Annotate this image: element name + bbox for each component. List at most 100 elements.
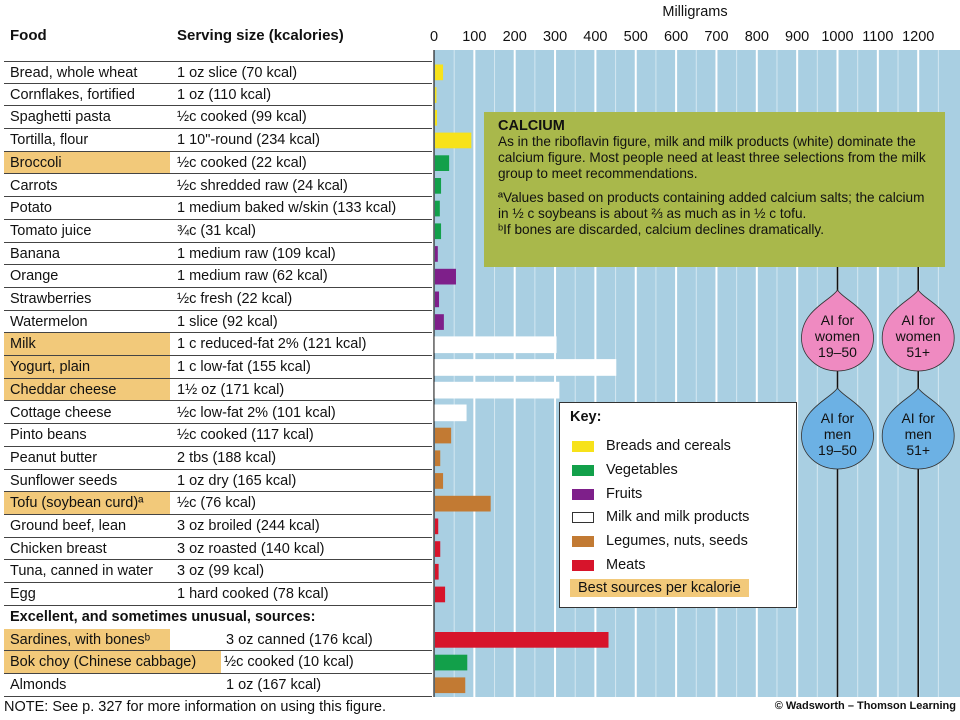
footnote: NOTE: See p. 327 for more information on… (4, 699, 387, 715)
serving-size: ½c cooked (10 kcal) (224, 654, 354, 671)
food-name: Tortilla, flour (10, 132, 89, 149)
bar-peanut-butter (435, 450, 441, 467)
ai-marker-men-1000 (801, 387, 874, 470)
food-name: Tomato juice (10, 222, 92, 239)
x-tick-label: 800 (745, 29, 769, 45)
serving-size: 3 oz broiled (244 kcal) (177, 518, 320, 534)
food-name: Cheddar cheese (4, 378, 170, 401)
food-name: Peanut butter (10, 449, 98, 466)
table-row: Almonds 1 oz (167 kcal) (4, 674, 432, 697)
key-title: Key: (570, 409, 602, 425)
bar-bread-whole-wheat (435, 64, 444, 81)
key-swatch (572, 488, 594, 500)
ai-drop-shape (801, 387, 874, 470)
food-name: Chicken breast (10, 540, 107, 557)
x-tick-label: 900 (785, 29, 809, 45)
food-name: Watermelon (10, 313, 88, 330)
x-tick-label: 200 (503, 29, 527, 45)
x-tick-label: 100 (462, 29, 486, 45)
x-tick-label: 500 (624, 29, 648, 45)
bar-tofu-soybean-curd (435, 495, 491, 512)
ai-marker-line: 19–50 (818, 344, 857, 360)
serving-size: 1 medium raw (62 kcal) (177, 268, 328, 285)
section-title: Excellent, and sometimes unusual, source… (10, 608, 316, 625)
x-tick-label: 300 (543, 29, 567, 45)
bar-chicken-breast (435, 541, 441, 557)
bar-cottage-cheese (434, 404, 467, 422)
food-name: Pinto beans (10, 427, 87, 444)
table-row: Bok choy (Chinese cabbage) ½c cooked (10 … (4, 651, 432, 674)
bar-broccoli (435, 155, 450, 171)
bar-watermelon (435, 314, 444, 330)
serving-size: ½c cooked (117 kcal) (177, 427, 314, 444)
serving-size: ½c cooked (99 kcal) (177, 109, 307, 126)
ai-marker-line: 51+ (906, 442, 931, 458)
table-row: Cornflakes, fortified 1 oz (110 kcal) (4, 84, 432, 107)
bar-sunflower-seeds (435, 473, 444, 489)
x-tick-label: 1000 (821, 29, 853, 45)
ai-marker-line: 51+ (906, 344, 931, 360)
serving-size: 2 tbs (188 kcal) (177, 449, 277, 466)
food-name: Broccoli (4, 151, 170, 174)
food-name: Tuna, canned in water (10, 563, 153, 580)
bar-pinto-beans (435, 427, 452, 444)
ai-marker-label: AI for men 19–50 (802, 410, 874, 458)
x-axis-title: Milligrams (662, 4, 727, 20)
ai-marker-men-1200 (881, 387, 955, 470)
ai-marker-line: 19–50 (818, 442, 857, 458)
x-tick-label: 700 (704, 29, 728, 45)
ai-marker-label: AI for women 19–50 (802, 312, 874, 360)
food-name: Potato (10, 200, 52, 217)
food-name: Sunflower seeds (10, 472, 118, 489)
bar-strawberries (435, 291, 440, 308)
bar-sardines-with-bones (435, 632, 609, 648)
serving-size: 1 medium raw (109 kcal) (177, 245, 336, 262)
serving-size: ½c fresh (22 kcal) (177, 291, 293, 307)
table-row: Yogurt, plain 1 c low-fat (155 kcal) (4, 356, 432, 379)
table-row: Strawberries ½c fresh (22 kcal) (4, 288, 432, 311)
credit-line: © Wadsworth – Thomson Learning (774, 700, 956, 712)
key-swatch (572, 536, 594, 548)
key-label: Fruits (606, 485, 643, 502)
table-row: Egg 1 hard cooked (78 kcal) (4, 583, 432, 606)
food-name: Spaghetti pasta (10, 109, 111, 126)
serving-size: ½c cooked (22 kcal) (177, 154, 307, 171)
bar-potato (435, 200, 440, 217)
bar-egg (435, 586, 446, 603)
table-row: Cheddar cheese 1½ oz (171 kcal) (4, 378, 432, 402)
table-row: Banana 1 medium raw (109 kcal) (4, 243, 432, 266)
bar-cheddar-cheese (434, 381, 560, 399)
food-name: Bread, whole wheat (10, 65, 138, 81)
food-name: Cottage cheese (10, 404, 112, 421)
x-tick-label: 1100 (862, 29, 893, 45)
ai-marker-line: women (895, 328, 941, 344)
bar-tomato-juice (435, 223, 442, 240)
serving-column-header: Serving size (kcalories) (177, 27, 344, 44)
serving-size: 1½ oz (171 kcal) (177, 381, 285, 398)
key-swatch (572, 441, 594, 452)
serving-size: 3 oz roasted (140 kcal) (177, 540, 325, 557)
callout-note-b: ᵇIf bones are discarded, calcium decline… (498, 222, 824, 237)
serving-size: ½c low-fat 2% (101 kcal) (177, 404, 336, 421)
key-label: Legumes, nuts, seeds (606, 533, 748, 550)
key-swatch (572, 560, 594, 571)
table-row: Orange 1 medium raw (62 kcal) (4, 265, 432, 288)
serving-size: 1 slice (92 kcal) (177, 313, 278, 330)
ai-marker-women-1000 (801, 289, 874, 372)
ai-marker-line: women (814, 328, 861, 344)
bar-ground-beef-lean (435, 518, 439, 535)
food-name: Orange (10, 268, 59, 285)
ai-marker-line: AI for (820, 410, 855, 426)
table-row: Tortilla, flour 1 10"-round (234 kcal) (4, 129, 432, 152)
key-swatch (572, 512, 594, 524)
bar-milk (434, 336, 557, 354)
ai-drop-shape (801, 289, 874, 372)
table-row: Sardines, with bonesᵇ 3 oz canned (176 kc… (4, 628, 432, 652)
key-best-sources: Best sources per kcalorie (570, 579, 749, 597)
food-name: Strawberries (10, 291, 92, 307)
bar-spaghetti-pasta (435, 109, 438, 126)
x-tick-label: 0 (430, 29, 438, 45)
key-label: Meats (606, 557, 646, 573)
ai-marker-line: AI for (901, 410, 935, 426)
table-row: Pinto beans ½c cooked (117 kcal) (4, 424, 432, 447)
